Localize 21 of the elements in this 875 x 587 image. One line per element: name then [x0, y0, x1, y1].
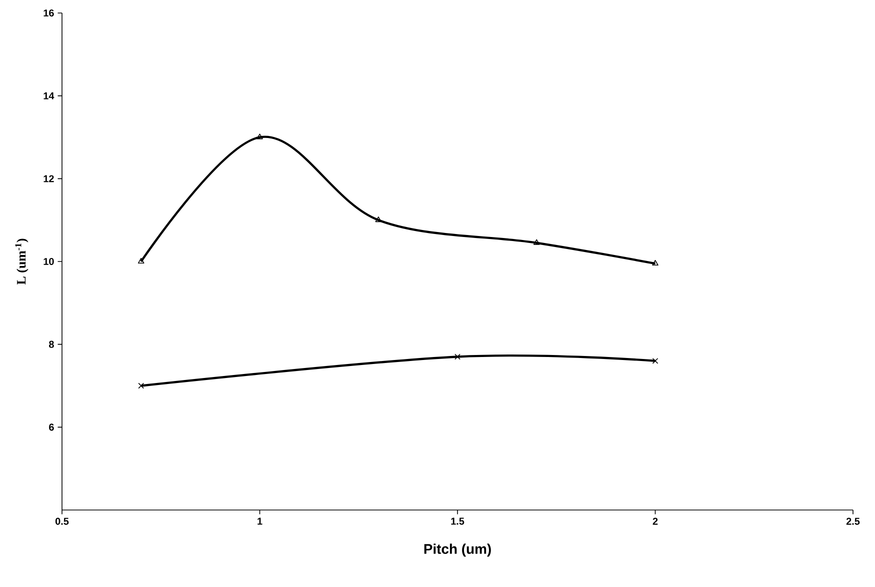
point: [138, 382, 144, 389]
point: [138, 258, 144, 264]
x-tick-label: 1.5: [451, 518, 464, 525]
x-tick-label: 2: [652, 518, 658, 525]
y-tick-label: 6: [49, 424, 54, 431]
x-tick-label: 1: [258, 518, 262, 525]
y-tick-label: 10: [44, 258, 54, 266]
point: [454, 354, 460, 360]
y-tick-label: 16: [44, 9, 54, 17]
x-tick-label: 2.5: [846, 518, 860, 525]
x-axis-title: Pitch (um): [424, 544, 491, 557]
y-axis-title: L (um$^{-1}$): [15, 238, 28, 285]
point: [652, 260, 658, 266]
point: [652, 358, 658, 364]
point: [375, 216, 382, 222]
point: [533, 239, 540, 245]
point: [256, 134, 263, 140]
x-tick-label: 0.5: [55, 518, 69, 525]
y-tick-label: 12: [44, 175, 54, 182]
y-tick-label: 8: [49, 340, 54, 348]
y-tick-label: 14: [44, 92, 54, 100]
